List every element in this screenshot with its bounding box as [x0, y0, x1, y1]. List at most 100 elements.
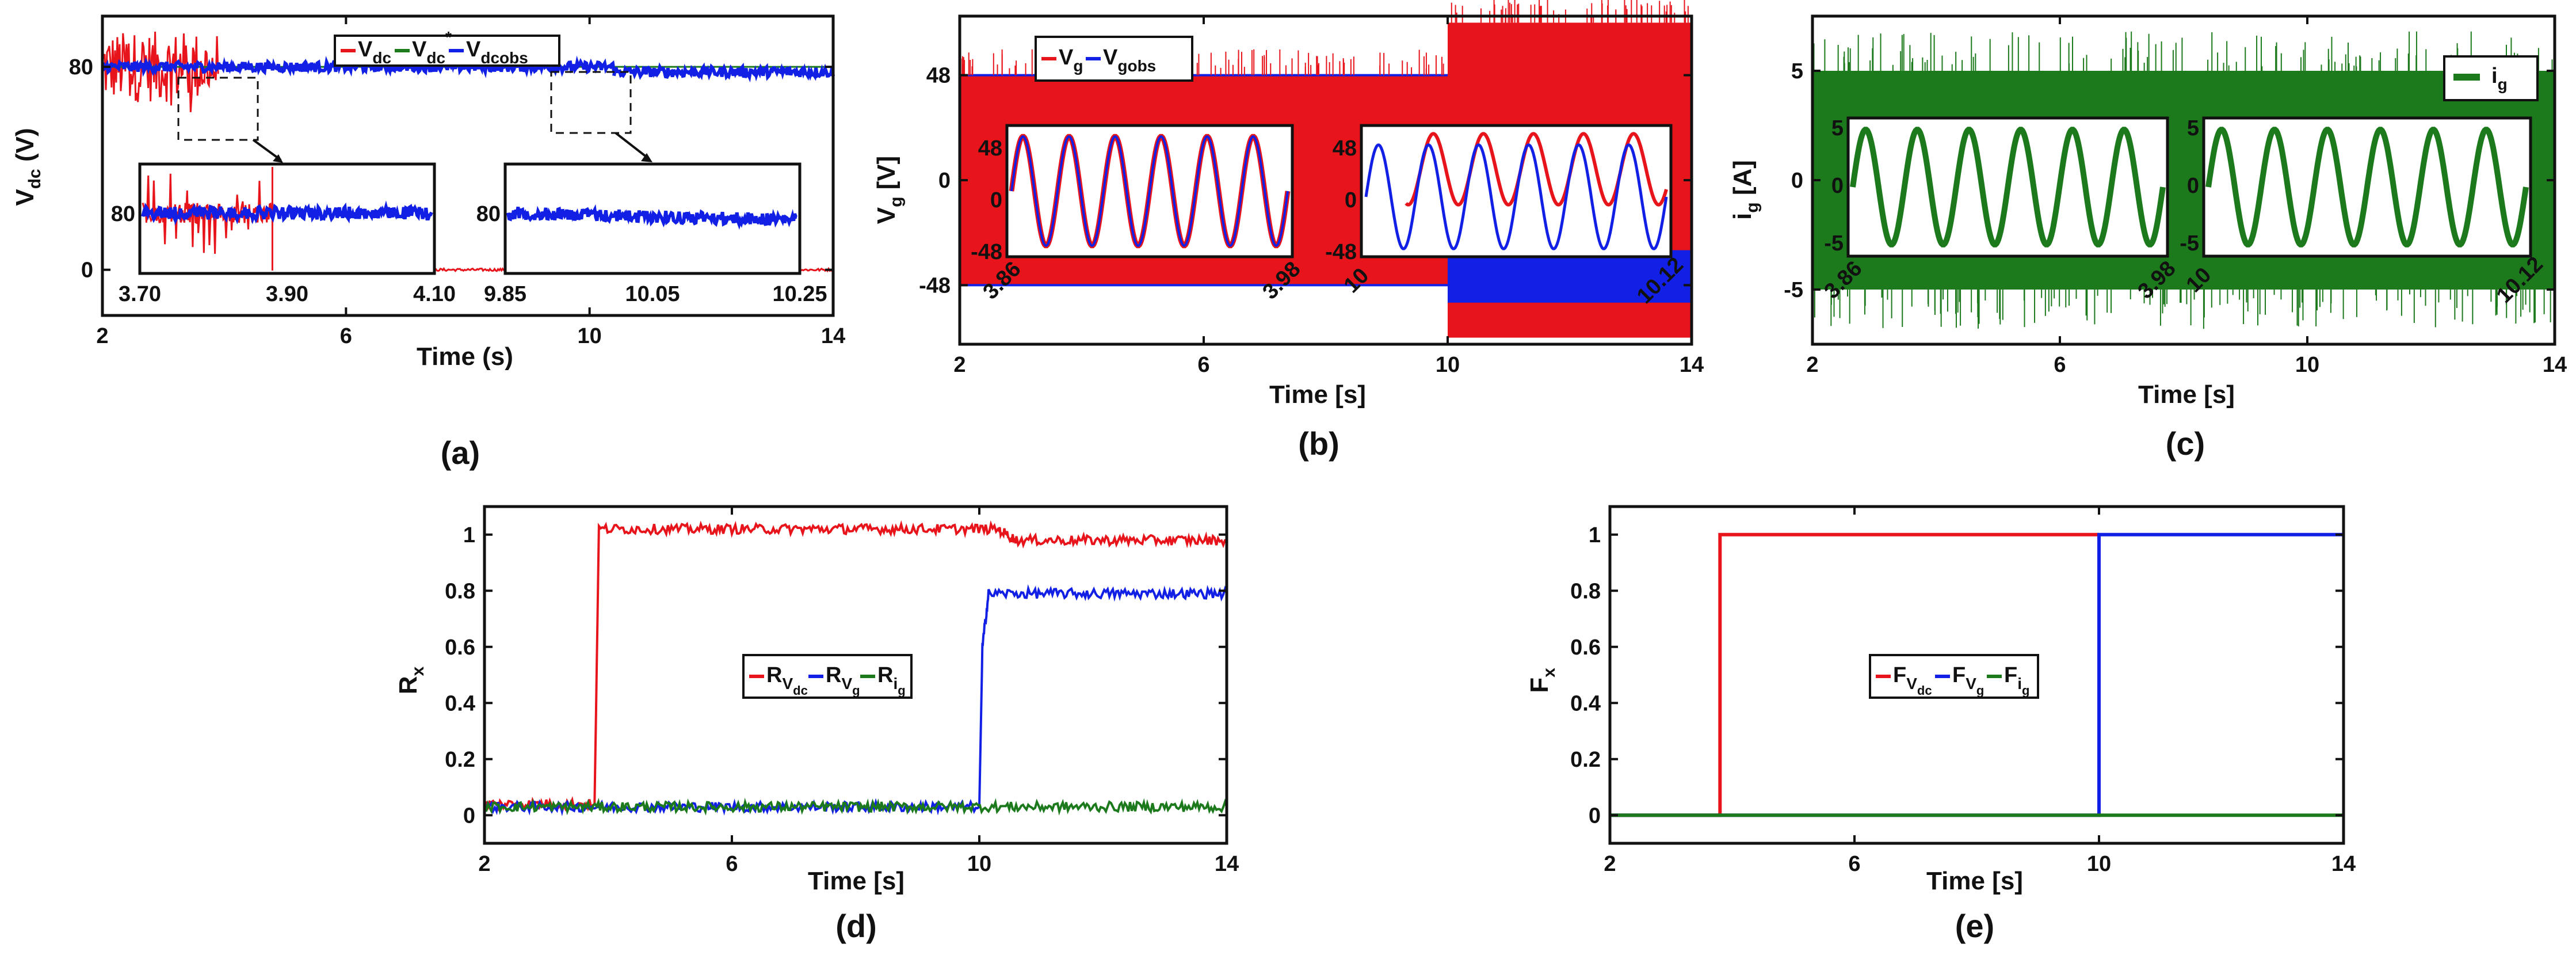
x-tick-label: 6	[1197, 353, 1209, 377]
y-tick-label: 0	[1791, 169, 1803, 193]
inset-y-tick-label: 0	[990, 188, 1002, 212]
legend-entry: RVdc	[766, 663, 808, 698]
inset-y-tick-label: 48	[1333, 136, 1357, 161]
arrow-head-icon	[273, 154, 283, 163]
x-tick-label: 6	[2054, 353, 2066, 377]
inset-x-tick-label: 10.25	[772, 282, 827, 306]
y-axis-label: ig [A]	[1728, 160, 1762, 220]
x-tick-label: 10	[1436, 353, 1460, 377]
zoom-region	[550, 71, 632, 134]
x-tick-label: 2	[1806, 353, 1818, 377]
x-tick-label: 10	[2087, 852, 2111, 876]
y-tick-label: 0.2	[1570, 748, 1601, 772]
x-tick-label: 6	[726, 852, 738, 876]
y-axis-label: Fx	[1525, 668, 1559, 693]
inset-series-Vdcobs	[506, 204, 797, 230]
x-tick-label: 6	[1848, 852, 1860, 876]
inset-y-tick-label: -5	[2180, 231, 2199, 256]
zoom-arrow	[615, 132, 650, 160]
x-axis-label: Time [s]	[1926, 867, 2023, 895]
inset-y-tick-label: 0	[1831, 174, 1844, 198]
legend-entry: Vg	[1059, 45, 1083, 75]
x-tick-label: 10	[578, 324, 602, 348]
plot-frame	[483, 505, 1228, 845]
inset-y-tick-label: -48	[1325, 240, 1357, 264]
zoom-region	[177, 77, 259, 141]
y-tick-label: 5	[1791, 59, 1803, 83]
inset-y-tick-label: 0	[2187, 174, 2199, 198]
inset-y-tick-label: 48	[978, 136, 1002, 161]
inset-series-Vgobs	[1010, 135, 1289, 247]
x-tick-label: 14	[821, 324, 845, 348]
plot-frame	[101, 14, 835, 317]
inset-x-tick-label: 9.85	[484, 282, 526, 306]
y-axis-label: Rx	[394, 666, 428, 694]
x-tick-label: 10	[2295, 353, 2319, 377]
inset-series-Vgobs	[1364, 143, 1668, 250]
y-axis-label: Vdc (V)	[11, 128, 44, 205]
inset-y-tick-label: -48	[971, 240, 1002, 264]
y-tick-label: 1	[463, 523, 475, 547]
series-Vgobs-envelope	[1448, 250, 1692, 303]
x-tick-label: 2	[953, 353, 965, 377]
legend-entry: Vgobs	[1103, 45, 1156, 75]
chart-d: 2 6 10 14 0 0.2 0.4 0.6 0.8 1 Time [s] Rx (d) RVdc RVg…	[394, 505, 1239, 944]
inset-y-tick-label: 80	[476, 202, 501, 226]
legend-box	[1035, 36, 1193, 82]
x-tick-label: 10	[967, 852, 991, 876]
x-axis-label: Time [s]	[1269, 380, 1366, 409]
y-tick-label: 0.4	[445, 691, 475, 716]
panel-label: (e)	[1955, 908, 1994, 944]
arrow-head-icon	[641, 153, 652, 162]
inset-y-tick-label: 5	[1831, 116, 1844, 140]
y-tick-label: 0.4	[1570, 691, 1601, 716]
x-tick-label: 2	[96, 324, 108, 348]
chart-e: 2 6 10 14 0 0.2 0.4 0.6 0.8 1 Time [s] Fx (e) FVdc FVg…	[1525, 505, 2356, 944]
legend-entry: ig	[2491, 64, 2508, 93]
inset-x-tick-label: 10.05	[625, 282, 680, 306]
x-axis-label: Time [s]	[808, 867, 905, 895]
y-tick-label: 48	[926, 64, 951, 88]
panel-label: (b)	[1298, 425, 1339, 462]
inset-y-tick-label: 0	[1345, 188, 1357, 212]
plot-frame	[1608, 505, 2345, 845]
series-Vdc	[101, 31, 219, 112]
legend-entry: FVdc	[1893, 663, 1932, 698]
x-tick-label: 14	[2331, 852, 2356, 876]
legend-box	[334, 35, 560, 67]
legend-box	[1869, 654, 2039, 699]
inset-c-2: 50-510 10.12	[2180, 116, 2548, 308]
y-tick-label: -48	[919, 273, 951, 298]
x-tick-label: 6	[340, 324, 352, 348]
inset-series-ig	[2205, 127, 2529, 248]
y-tick-label: 0.6	[445, 635, 475, 660]
panel-label: (d)	[835, 908, 877, 944]
inset-y-tick-label: 80	[111, 202, 135, 226]
x-tick-label: 14	[2543, 353, 2567, 377]
legend-entry: Vdcobs	[466, 37, 528, 67]
y-tick-label: 80	[69, 55, 93, 79]
series-RVdc	[484, 520, 1227, 812]
legend-entry: Fig	[2004, 663, 2029, 698]
legend-entry: FVg	[1952, 663, 1984, 698]
series-Vdcobs	[612, 62, 835, 83]
chart-a: 2 6 10 14 0 80 Time (s) Vdc (V) (a) 80 3.70 3.90 4.1…	[11, 14, 845, 471]
y-tick-label: 0	[463, 804, 475, 828]
y-axis-label: Vg [V]	[872, 156, 906, 224]
inset-x-tick-label: 3.90	[266, 282, 308, 306]
inset-a-2: 80 9.85 10.05 10.25	[476, 162, 827, 306]
y-tick-label: -5	[1784, 278, 1803, 302]
y-tick-label: 0.8	[1570, 579, 1601, 603]
legend-entry: Rig	[877, 663, 906, 698]
y-tick-label: 0	[938, 169, 951, 193]
x-axis-label: Time (s)	[417, 342, 513, 371]
y-tick-label: 0	[81, 258, 93, 283]
x-tick-label: 14	[1680, 353, 1704, 377]
y-tick-label: 1	[1589, 523, 1601, 547]
inset-y-tick-label: 5	[2187, 116, 2199, 140]
y-tick-label: 0.8	[445, 579, 475, 603]
inset-a-1: 80 3.70 3.90 4.10	[111, 162, 456, 306]
legend-box	[742, 654, 913, 699]
